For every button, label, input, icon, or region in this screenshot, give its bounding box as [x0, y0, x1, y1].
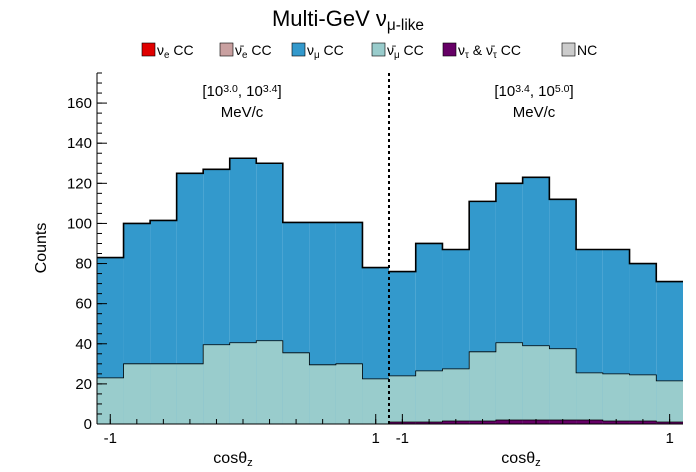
- x-tick-label: 1: [372, 430, 380, 447]
- y-tick-label: 100: [67, 215, 92, 232]
- bar-cc-bin-3: [469, 351, 496, 424]
- legend-item-numubar: ν̄μ CC: [371, 42, 424, 61]
- legend-label-nuebar: ν̄e CC: [235, 42, 272, 61]
- bar-cc-bin-1: [123, 363, 151, 424]
- step-cc: [389, 342, 683, 382]
- bar-cc-bin-2: [150, 363, 177, 424]
- legend-swatch-numu: [291, 42, 306, 57]
- bar-cc-bin-6: [549, 348, 577, 424]
- y-tick-label: 0: [84, 416, 92, 433]
- total-step-line: [97, 157, 389, 269]
- bar-cc-bin-8: [309, 364, 336, 424]
- chart-title: Multi-GeV νμ-like: [272, 6, 424, 34]
- plot-area: [103.0, 103.4] MeV/c [103.4, 105.0] MeV/c: [97, 83, 683, 424]
- bar-cc-bin-7: [576, 372, 603, 424]
- bar-cc-bin-1: [415, 370, 443, 424]
- legend-swatch-nuebar: [219, 42, 234, 57]
- legend-label-numu: νμ CC: [307, 42, 344, 61]
- panel-unit-label: MeV/c: [221, 104, 264, 121]
- panel-1: [103.0, 103.4] MeV/c: [97, 83, 389, 424]
- axes: -1 1 cosθz -1 1 cosθz 0 20 40 60 80 100 120 140 160: [67, 72, 683, 469]
- y-tick-label: 40: [75, 336, 92, 353]
- legend-item-nue: νe CC: [141, 42, 194, 61]
- y-tick-label: 20: [75, 376, 92, 393]
- bar-cc-bin-6: [256, 340, 283, 424]
- y-tick-label: 80: [75, 256, 92, 273]
- bar-cc-bin-4: [495, 342, 523, 424]
- x-axis-label: cosθz: [501, 450, 541, 469]
- legend-swatch-numubar: [371, 42, 386, 57]
- y-tick-label: 140: [67, 135, 92, 152]
- bar-cc-bin-5: [522, 345, 550, 424]
- legend-swatch-nutau: [442, 42, 457, 57]
- x-axis-label: cosθz: [213, 450, 253, 469]
- bar-cc-bin-2: [442, 368, 470, 424]
- legend-swatch-nc: [561, 42, 576, 57]
- bar-cc-bin-8: [602, 373, 630, 424]
- panel-range-label: [103.4, 105.0]: [494, 83, 573, 100]
- legend-item-nc: NC: [561, 42, 597, 58]
- panel-range-label: [103.0, 103.4]: [202, 83, 281, 100]
- bar-cc-bin-9: [335, 363, 363, 424]
- legend-label-numubar: ν̄μ CC: [387, 42, 424, 61]
- x-tick-label: -1: [104, 430, 117, 447]
- bar-cc-bin-3: [176, 363, 204, 424]
- legend-label-nutau: ντ & ν̄τ CC: [458, 42, 521, 61]
- legend-item-numu: νμ CC: [291, 42, 344, 61]
- bar-cc-bin-4: [203, 344, 230, 424]
- x-tick-label: -1: [396, 430, 409, 447]
- legend-swatch-nue: [141, 42, 156, 57]
- bar-cc-bin-7: [282, 352, 310, 424]
- legend-label-nue: νe CC: [157, 42, 194, 61]
- legend-item-nutau: ντ & ν̄τ CC: [442, 42, 521, 61]
- y-tick-label: 120: [67, 175, 92, 192]
- y-tick-label: 160: [67, 95, 92, 112]
- legend-label-nc: NC: [577, 42, 597, 58]
- legend-item-nuebar: ν̄e CC: [219, 42, 272, 61]
- panel-unit-label: MeV/c: [513, 104, 556, 121]
- panel-2: [103.4, 105.0] MeV/c: [389, 83, 683, 424]
- step-cc: [97, 340, 389, 380]
- bar-cc-bin-5: [229, 342, 257, 424]
- bar-cc-bin-9: [629, 374, 657, 424]
- x-tick-label: 1: [665, 430, 673, 447]
- total-step-line: [389, 176, 683, 283]
- y-axis-label: Counts: [33, 223, 50, 274]
- legend: νe CC ν̄e CC νμ CC ν̄μ CC ντ & ν̄τ CC NC: [141, 42, 597, 61]
- y-tick-label: 60: [75, 296, 92, 313]
